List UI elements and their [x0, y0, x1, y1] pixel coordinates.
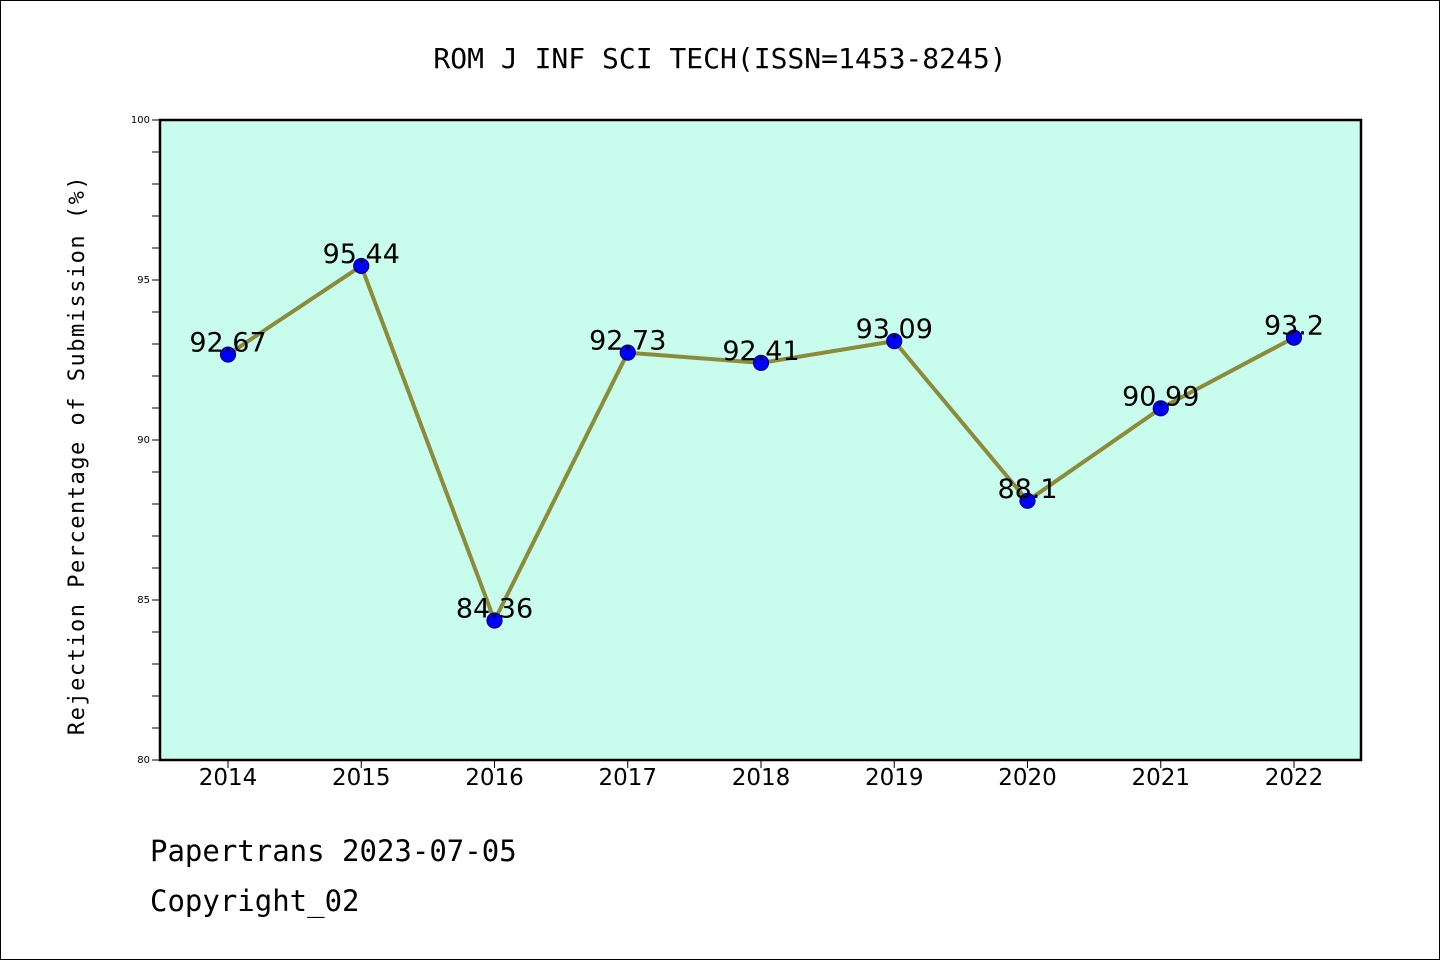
y-tick-label: 90: [137, 435, 150, 446]
data-point: [1285, 329, 1303, 346]
x-tick-label: 2017: [598, 765, 657, 791]
x-tick-label: 2014: [199, 765, 258, 791]
data-point: [1019, 492, 1036, 509]
y-axis-label: Rejection Percentage of Submission (%): [65, 175, 90, 735]
x-tick-label: 2015: [332, 765, 391, 791]
data-point: [886, 333, 903, 350]
data-label: 84.36: [456, 593, 533, 624]
plot-border: [158, 118, 1363, 762]
x-tick-label: 2018: [732, 765, 791, 791]
data-label: 92.73: [589, 326, 666, 357]
data-labels: 92.67 95.44 84.36 92.73 92.41 93.09 88.1 90.99 9…: [189, 239, 1324, 625]
data-label: 88.1: [997, 474, 1057, 505]
plot-area: [160, 120, 1361, 760]
data-label: 95.44: [323, 239, 400, 270]
data-label: 90.99: [1122, 381, 1199, 412]
x-tick-label: 2019: [865, 765, 924, 791]
x-tick-label: 2021: [1131, 765, 1190, 791]
data-point: [752, 354, 770, 371]
y-tick-label: 85: [137, 595, 150, 606]
y-tick-label: 100: [131, 115, 150, 126]
data-point: [619, 344, 636, 361]
data-point: [353, 257, 370, 275]
data-point: [1152, 400, 1169, 417]
footer-date-text: Papertrans 2023-07-05: [150, 834, 517, 868]
data-point: [219, 346, 237, 363]
footer-copyright-text: Copyright_02: [150, 884, 360, 918]
series-markers: [219, 257, 1303, 629]
x-tick-label: 2022: [1265, 765, 1324, 791]
data-label: 93.2: [1264, 311, 1324, 342]
x-tick-label: 2020: [998, 765, 1057, 791]
y-axis: 80 85 90 95 100: [131, 115, 159, 766]
y-tick-label: 80: [137, 755, 150, 766]
data-point: [486, 612, 503, 629]
x-tick-label: 2016: [465, 765, 524, 791]
data-label: 93.09: [856, 314, 933, 345]
y-tick-label: 95: [137, 275, 150, 286]
x-axis: 2014 2015 2016 2017 2018 2019 2020 2021 2022: [199, 760, 1324, 791]
chart-title: ROM J INF SCI TECH(ISSN=1453-8245): [433, 42, 1006, 75]
data-label: 92.67: [189, 328, 266, 359]
data-label: 92.41: [722, 336, 799, 367]
